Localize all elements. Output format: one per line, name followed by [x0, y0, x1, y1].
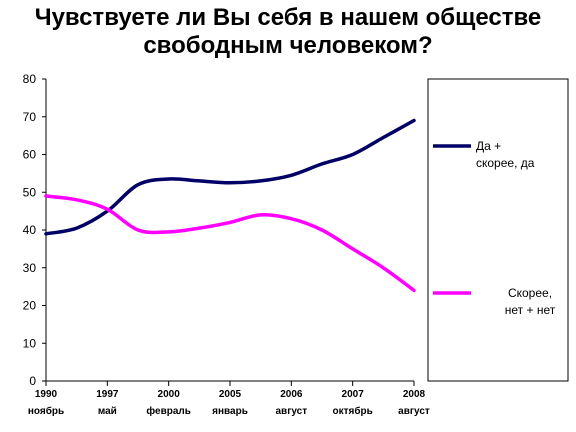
legend-label-1: скорее, да — [476, 156, 535, 170]
chart-title-line2: свободным человеком? — [143, 32, 433, 59]
y-tick-label: 0 — [29, 374, 36, 388]
y-tick-label: 30 — [23, 261, 37, 275]
x-tick-label-year: 2007 — [342, 389, 365, 400]
series-line-1 — [44, 118, 416, 236]
x-tick-label-month: май — [98, 406, 117, 417]
series-line-2 — [44, 194, 416, 293]
x-tick-label-month: август — [276, 406, 308, 417]
y-tick-label: 70 — [23, 110, 37, 124]
chart-title-line1: Чувствуете ли Вы себя в нашем обществе — [34, 4, 542, 31]
legend-label-2: Скорее, — [508, 286, 552, 300]
legend-label-2: нет + нет — [505, 303, 556, 317]
x-tick-label-year: 2008 — [403, 389, 426, 400]
legend-label-1: Да + — [476, 139, 501, 153]
x-tick-label-year: 1990 — [35, 389, 58, 400]
y-tick-label: 50 — [23, 185, 37, 199]
x-tick-label-month: февраль — [146, 405, 191, 417]
y-tick-label: 60 — [23, 148, 37, 162]
x-tick-label-month: август — [398, 406, 430, 417]
x-tick-label-year: 1997 — [96, 389, 119, 400]
x-tick-label-year: 2005 — [219, 389, 242, 400]
y-tick-label: 10 — [23, 336, 37, 350]
x-tick-label-year: 2000 — [158, 389, 181, 400]
y-tick-label: 40 — [23, 223, 37, 237]
chart-title: Чувствуете ли Вы себя в нашем обществе с… — [0, 4, 576, 60]
y-tick-label: 80 — [23, 72, 37, 86]
legend-box — [427, 78, 569, 382]
x-tick-label-month: ноябрь — [28, 405, 64, 417]
y-tick-label: 20 — [23, 299, 37, 313]
x-tick-label-month: октябрь — [333, 405, 373, 417]
x-tick-label-year: 2006 — [280, 389, 303, 400]
x-tick-label-month: январь — [212, 406, 248, 417]
